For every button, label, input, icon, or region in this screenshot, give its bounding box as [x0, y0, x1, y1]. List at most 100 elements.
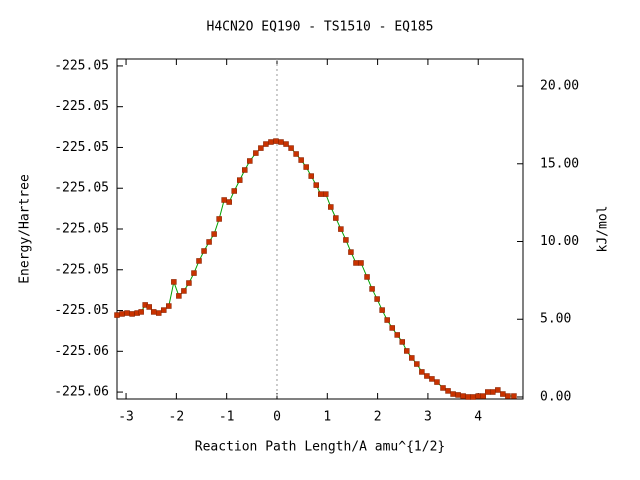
x-tick-label: 1 — [323, 410, 331, 425]
y-tick-label: -225.05 — [54, 181, 109, 196]
data-point — [181, 288, 187, 294]
data-point — [303, 164, 309, 170]
data-point — [465, 394, 471, 400]
data-point — [323, 191, 329, 197]
chart-title: H4CN2O EQ190 - TS1510 - EQ185 — [207, 20, 434, 35]
data-point — [298, 157, 304, 163]
data-point — [404, 348, 410, 354]
data-point — [490, 389, 496, 395]
data-point — [308, 173, 314, 179]
data-point — [348, 249, 354, 255]
y2-tick-label: 10.00 — [540, 234, 579, 249]
data-point — [221, 197, 227, 203]
data-point — [196, 258, 202, 264]
x-tick-label: -3 — [118, 410, 134, 425]
x-tick-label: 0 — [273, 410, 281, 425]
data-point — [500, 391, 506, 397]
data-point — [206, 239, 212, 245]
data-point — [278, 139, 284, 145]
data-point — [186, 280, 192, 286]
data-point — [399, 339, 406, 345]
data-point — [211, 231, 217, 237]
y2-tick-label: 5.00 — [540, 312, 571, 327]
data-point — [419, 369, 425, 375]
data-point — [389, 325, 395, 331]
data-point — [237, 177, 243, 183]
data-point — [445, 388, 451, 394]
data-point — [369, 286, 375, 292]
data-point — [161, 307, 167, 313]
data-point — [511, 393, 517, 399]
x-tick-label: -2 — [169, 410, 185, 425]
y2-tick-label: 20.00 — [540, 79, 579, 94]
data-point — [146, 304, 152, 310]
y2-tick-label: 15.00 — [540, 156, 579, 171]
data-point — [268, 139, 274, 145]
data-point — [313, 182, 319, 188]
data-point — [216, 216, 222, 222]
x-tick-label: 2 — [374, 410, 382, 425]
data-point — [171, 279, 177, 285]
data-point — [338, 226, 344, 232]
data-point — [358, 260, 364, 266]
data-point — [258, 145, 264, 151]
data-point — [455, 392, 461, 398]
data-point — [138, 309, 144, 315]
data-point — [434, 379, 440, 385]
data-point — [273, 138, 279, 144]
data-point — [460, 393, 466, 399]
data-point — [505, 393, 511, 399]
y-tick-label: -225.06 — [54, 385, 109, 400]
data-point — [166, 303, 172, 309]
data-point — [440, 385, 446, 391]
data-point — [495, 387, 501, 393]
data-point — [328, 204, 334, 210]
data-point — [394, 332, 400, 338]
data-point — [475, 393, 481, 399]
y-tick-label: -225.06 — [54, 344, 109, 359]
data-point — [253, 150, 259, 156]
data-point — [263, 141, 269, 147]
data-point — [450, 391, 456, 397]
y-axis-label: Energy/Hartree — [18, 174, 33, 284]
data-point — [374, 296, 380, 302]
data-point — [226, 199, 232, 205]
data-point — [247, 158, 253, 164]
x-tick-label: -1 — [219, 410, 235, 425]
data-point — [124, 310, 130, 316]
y-tick-label: -225.05 — [54, 58, 109, 73]
data-point — [379, 307, 385, 313]
data-point — [176, 293, 182, 299]
x-tick-label: 3 — [424, 410, 432, 425]
data-point — [429, 376, 435, 382]
data-point — [114, 312, 120, 318]
y-tick-label: -225.05 — [54, 303, 109, 318]
data-point — [318, 191, 324, 197]
data-point — [409, 355, 415, 361]
y-tick-label: -225.05 — [54, 140, 109, 155]
data-point — [384, 317, 390, 323]
data-point — [283, 141, 289, 147]
data-point — [333, 215, 339, 221]
data-point — [470, 394, 476, 400]
y2-tick-label: 0.00 — [540, 389, 571, 404]
y2-axis-label: kJ/mol — [596, 206, 611, 253]
data-point — [119, 311, 125, 317]
x-axis-label: Reaction Path Length/A amu^{1/2} — [195, 440, 445, 455]
data-point — [485, 389, 491, 395]
x-tick-label: 4 — [474, 410, 482, 425]
y-tick-label: -225.05 — [54, 99, 109, 114]
data-point — [343, 237, 349, 243]
data-point — [414, 361, 420, 367]
data-point — [231, 188, 237, 194]
data-point — [129, 311, 135, 317]
data-point — [288, 145, 294, 151]
y-tick-label: -225.05 — [54, 222, 109, 237]
data-point — [201, 248, 207, 254]
data-point — [293, 151, 299, 157]
data-point — [353, 260, 359, 266]
data-point — [191, 270, 197, 276]
data-point — [156, 310, 162, 316]
